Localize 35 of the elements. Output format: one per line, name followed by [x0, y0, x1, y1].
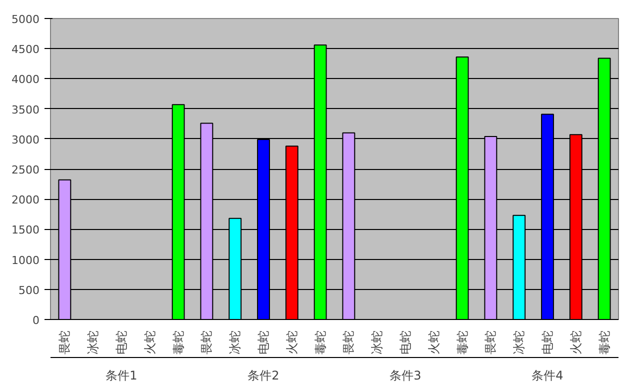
x-tick-label: 冰蛇	[370, 330, 384, 354]
x-tick-label: 畏蛇	[342, 330, 356, 354]
x-tick-label: 毒蛇	[313, 330, 328, 354]
y-tick-label: 0	[32, 314, 40, 327]
y-tick-label: 5000	[12, 13, 40, 26]
x-tick-label: 冰蛇	[512, 330, 526, 354]
x-tick-label: 畏蛇	[484, 330, 498, 354]
y-tick-label: 3000	[12, 133, 40, 146]
y-tick-label: 2500	[12, 164, 40, 176]
x-tick-label: 冰蛇	[86, 330, 100, 354]
y-tick-label: 3500	[12, 103, 40, 116]
text: 条件3	[390, 368, 422, 382]
x-tick-label: 电蛇	[114, 330, 128, 354]
text: 条件4	[532, 368, 564, 382]
x-tick-label: 电蛇	[256, 330, 270, 354]
x-tick-label: 火蛇	[284, 330, 299, 354]
x-tick-label: 电蛇	[540, 330, 554, 354]
text: 条件1	[106, 368, 138, 382]
x-tick-label: 毒蛇	[455, 330, 470, 354]
x-tick-label: 火蛇	[426, 330, 441, 354]
y-tick-label: 2000	[12, 194, 40, 207]
x-tick-label: 畏蛇	[200, 330, 214, 354]
y-tick-label: 4000	[12, 73, 40, 86]
y-tick-label: 1000	[12, 254, 40, 267]
x-tick-label: 毒蛇	[171, 330, 186, 354]
x-tick-label: 火蛇	[568, 330, 583, 354]
y-tick-label: 4500	[12, 43, 40, 56]
x-tick-label: 电蛇	[398, 330, 412, 354]
x-tick-label: 毒蛇	[597, 330, 612, 354]
x-tick-label: 火蛇	[142, 330, 157, 354]
y-tick-label: 1500	[12, 224, 40, 237]
y-tick-label: 500	[18, 284, 40, 297]
x-tick-label: 冰蛇	[228, 330, 242, 354]
x-tick-label: 畏蛇	[58, 330, 72, 354]
text: 条件2	[248, 368, 280, 382]
